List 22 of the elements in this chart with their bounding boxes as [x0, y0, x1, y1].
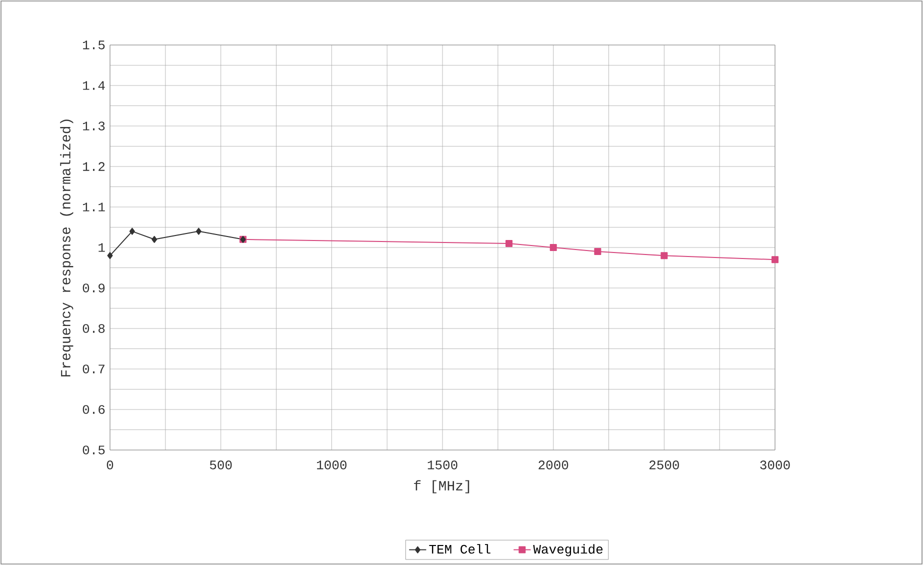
y-tick-label: 0.6: [82, 405, 105, 414]
x-tick-label: 0: [106, 460, 114, 470]
x-tick-label: 1500: [428, 460, 458, 470]
legend-label: TEM Cell: [429, 544, 490, 554]
x-tick-label: 500: [210, 460, 232, 470]
legend-label: Waveguide: [533, 544, 603, 556]
y-tick-label: 0.7: [82, 364, 104, 374]
x-tick-label: 2000: [538, 460, 568, 470]
y-axis-title: Frequency response (normalized): [60, 120, 74, 376]
x-tick-label: 1000: [317, 460, 346, 470]
y-tick-label: 1.3: [83, 122, 105, 130]
y-tick-label: 1.5: [83, 40, 105, 50]
y-tick-label: 1.2: [83, 162, 105, 171]
y-tick-label: 0.5: [82, 446, 105, 454]
y-tick-label: 0.9: [82, 284, 105, 292]
x-tick-label: 2500: [649, 460, 679, 470]
x-tick-label: 3000: [760, 460, 790, 470]
y-tick-label: 1.1: [83, 202, 105, 212]
y-tick-label: 0.8: [82, 324, 105, 333]
y-tick-label: 1: [98, 243, 105, 252]
y-tick-label: 1.4: [83, 81, 105, 90]
x-axis-title: f [MHz]: [414, 480, 470, 494]
